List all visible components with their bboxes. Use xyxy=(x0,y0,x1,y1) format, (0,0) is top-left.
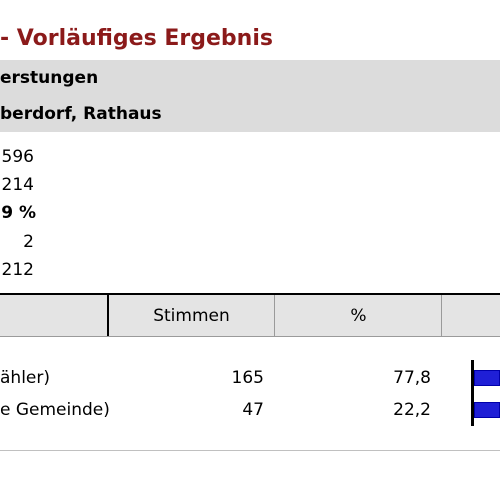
share-bar xyxy=(474,402,500,418)
page-title: - Vorläufiges Ergebnis xyxy=(0,26,273,51)
vote-percent: 22,2 xyxy=(393,400,431,420)
election-type-label: erstungen xyxy=(0,68,99,88)
table-row: e Gemeinde) 47 22,2 xyxy=(0,397,500,423)
stat-value-4: 2 xyxy=(23,232,34,252)
results-table-header: Stimmen % xyxy=(0,293,500,337)
stat-value-1: 596 xyxy=(1,147,34,167)
header-divider xyxy=(274,295,275,336)
stat-turnout: 9 % xyxy=(1,203,36,223)
stat-value-2: 214 xyxy=(1,175,34,195)
divider xyxy=(0,450,500,451)
column-header-votes[interactable]: Stimmen xyxy=(153,306,230,326)
share-bar xyxy=(474,370,500,386)
table-row: ähler) 165 77,8 xyxy=(0,365,500,391)
election-info-band xyxy=(0,60,500,132)
stat-value-5: 212 xyxy=(1,260,34,280)
header-divider xyxy=(441,295,442,336)
candidate-name: ähler) xyxy=(0,368,50,388)
district-label: berdorf, Rathaus xyxy=(0,104,162,124)
header-divider xyxy=(107,295,109,336)
candidate-name: e Gemeinde) xyxy=(0,400,110,420)
vote-count: 47 xyxy=(242,400,264,420)
vote-count: 165 xyxy=(231,368,264,388)
vote-percent: 77,8 xyxy=(393,368,431,388)
bar-axis xyxy=(471,360,474,426)
column-header-percent[interactable]: % xyxy=(350,306,367,326)
